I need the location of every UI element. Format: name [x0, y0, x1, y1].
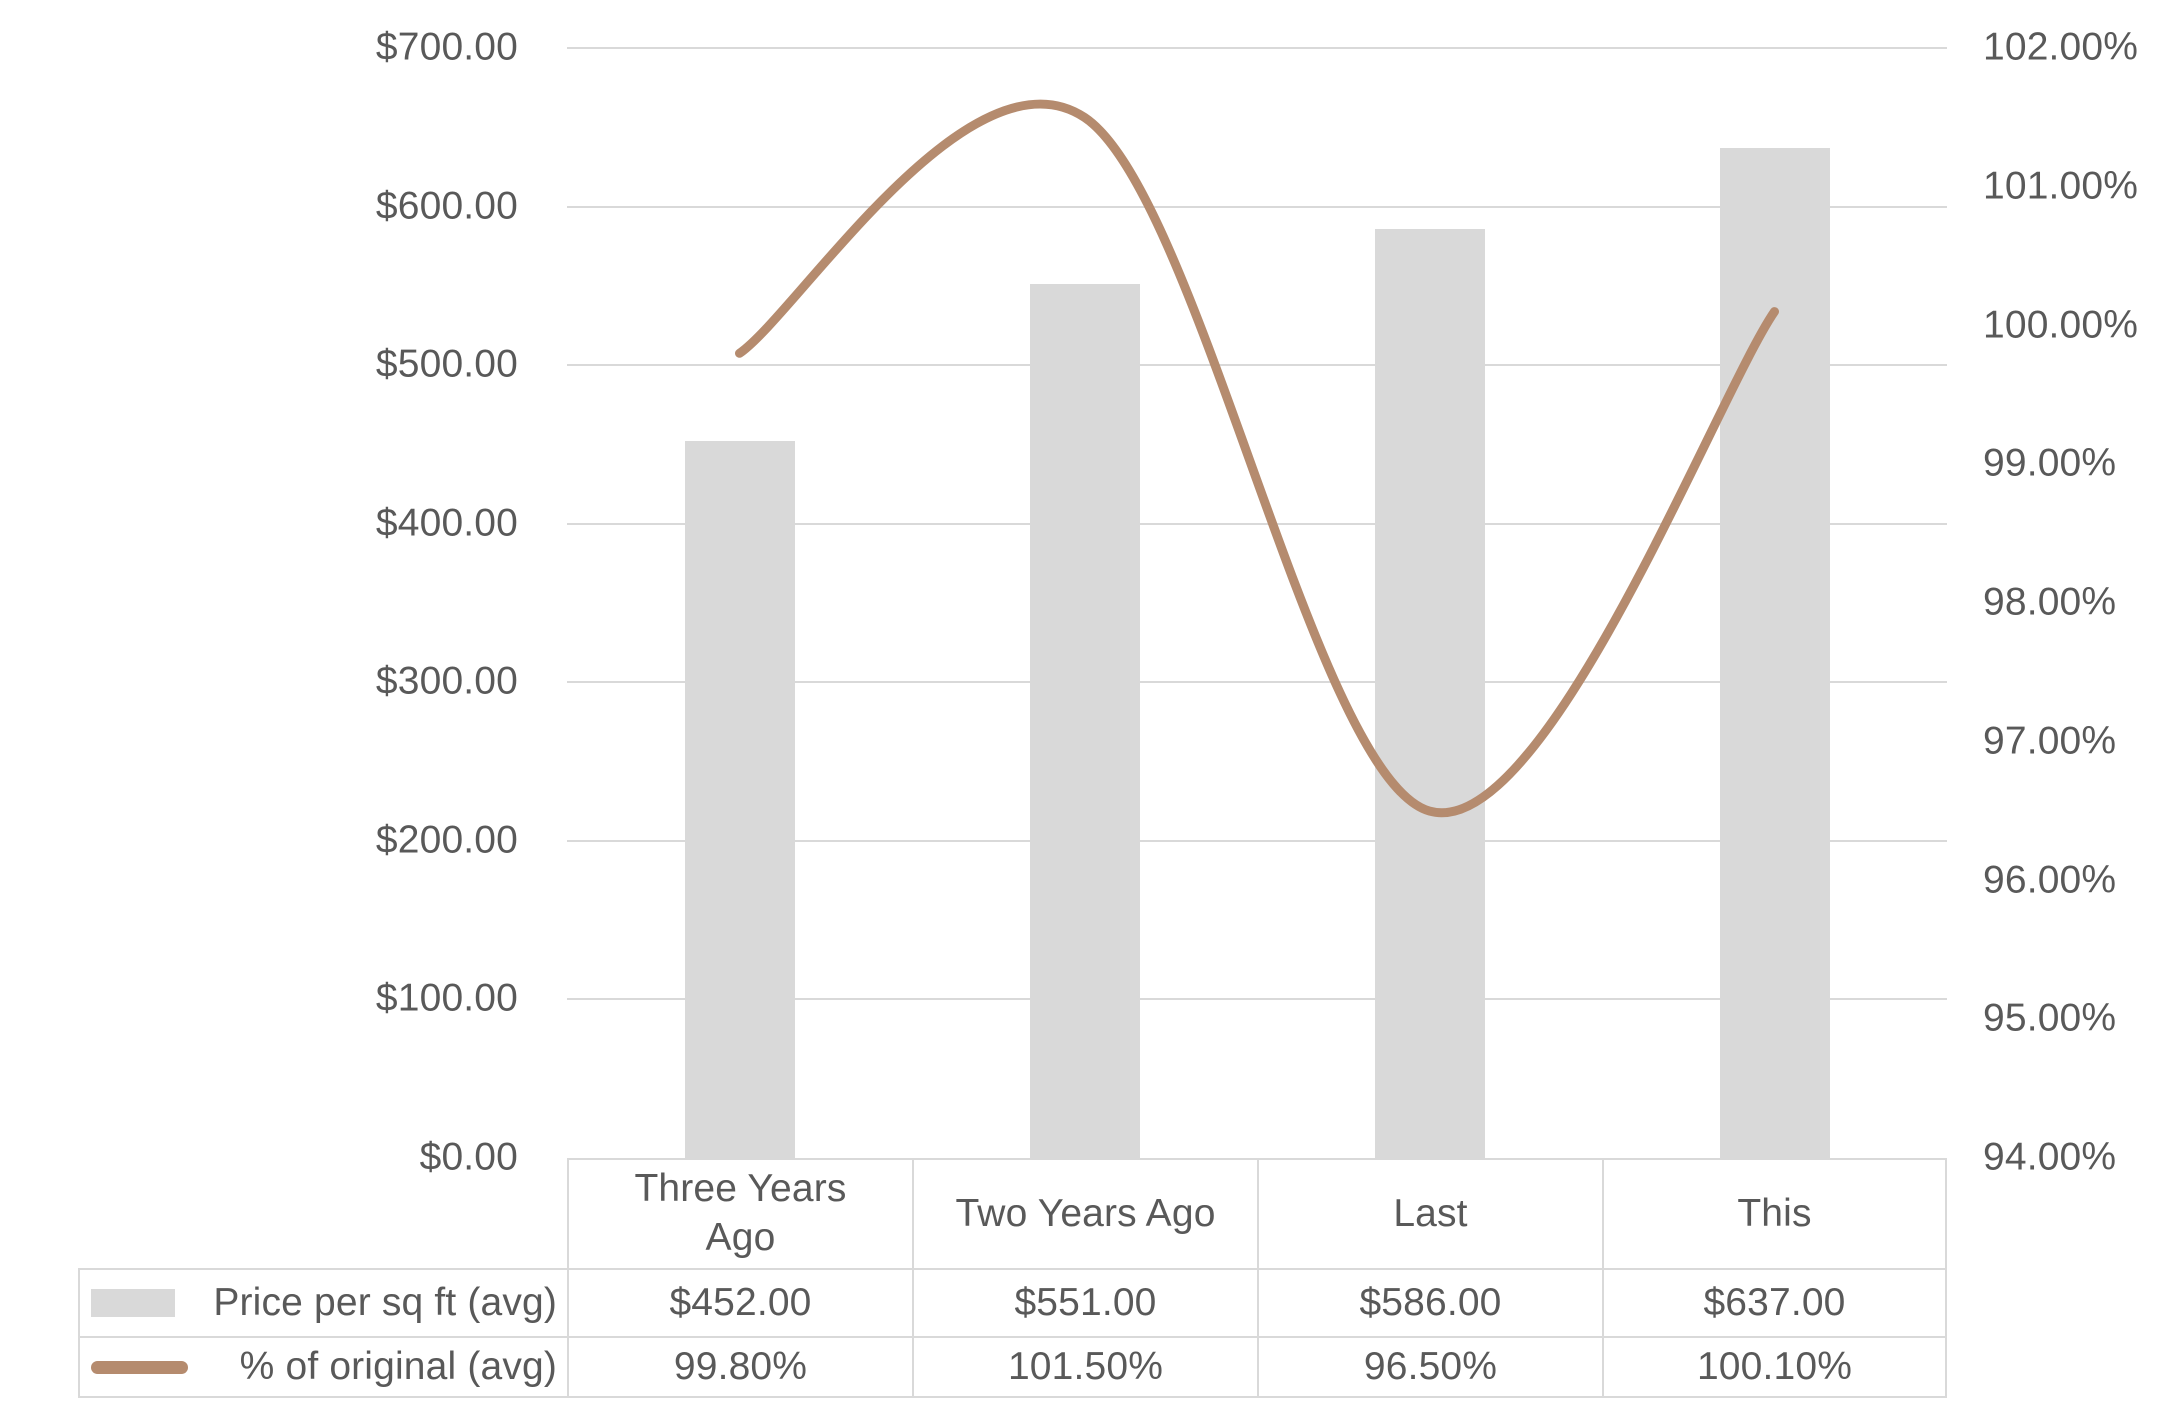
right-axis-tick-label: 100.00% — [1983, 303, 2139, 347]
table-value-cell: $637.00 — [1602, 1268, 1947, 1336]
right-axis-tick-label: 95.00% — [1983, 996, 2117, 1040]
left-axis-tick-label: $700.00 — [375, 25, 518, 69]
right-axis-tick-label: 102.00% — [1983, 25, 2139, 69]
table-value-cell: 100.10% — [1602, 1336, 1947, 1398]
table-header-cell: Two Years Ago — [912, 1158, 1257, 1268]
gridline — [567, 47, 1947, 49]
right-axis-tick-label: 98.00% — [1983, 580, 2117, 624]
right-axis-tick-label: 97.00% — [1983, 719, 2117, 763]
right-axis-tick-label: 96.00% — [1983, 858, 2117, 902]
legend-label: Price per sq ft (avg) — [213, 1281, 557, 1324]
bar-price-per-sqft — [1719, 147, 1830, 1158]
table-header-cell: This — [1602, 1158, 1947, 1268]
line-series-swatch — [91, 1360, 188, 1374]
table-value-cell: 96.50% — [1257, 1336, 1602, 1398]
table-value-cell: 99.80% — [567, 1336, 912, 1398]
table-corner-cell — [78, 1158, 567, 1268]
right-axis-tick-label: 101.00% — [1983, 164, 2139, 208]
left-axis-tick-label: $200.00 — [375, 818, 518, 862]
table-value-cell: $586.00 — [1257, 1268, 1602, 1336]
bar-price-per-sqft — [1374, 228, 1485, 1158]
gridline — [567, 839, 1947, 842]
bar-series-swatch — [91, 1289, 175, 1317]
table-value-cell: $452.00 — [567, 1268, 912, 1336]
left-axis-tick-label: $0.00 — [419, 1135, 518, 1179]
table-value-cell: $551.00 — [912, 1268, 1257, 1336]
legend-cell: Price per sq ft (avg) — [78, 1268, 567, 1336]
percent-line-path — [735, 99, 1779, 818]
right-axis-tick-label: 99.00% — [1983, 441, 2117, 485]
left-axis-tick-label: $400.00 — [375, 501, 518, 545]
table-header-cell: Three Years Ago — [567, 1158, 912, 1268]
left-axis-tick-label: $600.00 — [375, 184, 518, 228]
legend-cell: % of original (avg) — [78, 1336, 567, 1398]
legend-label: % of original (avg) — [239, 1345, 557, 1388]
bar-price-per-sqft — [1029, 284, 1140, 1158]
left-axis-tick-label: $300.00 — [375, 660, 518, 704]
left-axis-tick-label: $100.00 — [375, 977, 518, 1021]
table-value-cell: 101.50% — [912, 1336, 1257, 1398]
bar-price-per-sqft — [684, 441, 795, 1158]
left-axis-tick-label: $500.00 — [375, 342, 518, 386]
gridline — [567, 998, 1947, 1001]
data-table: Three Years Ago Two Years Ago Last This Pric… — [78, 1158, 1947, 1398]
right-axis-tick-label: 94.00% — [1983, 1135, 2117, 1179]
table-header-cell: Last — [1257, 1158, 1602, 1268]
